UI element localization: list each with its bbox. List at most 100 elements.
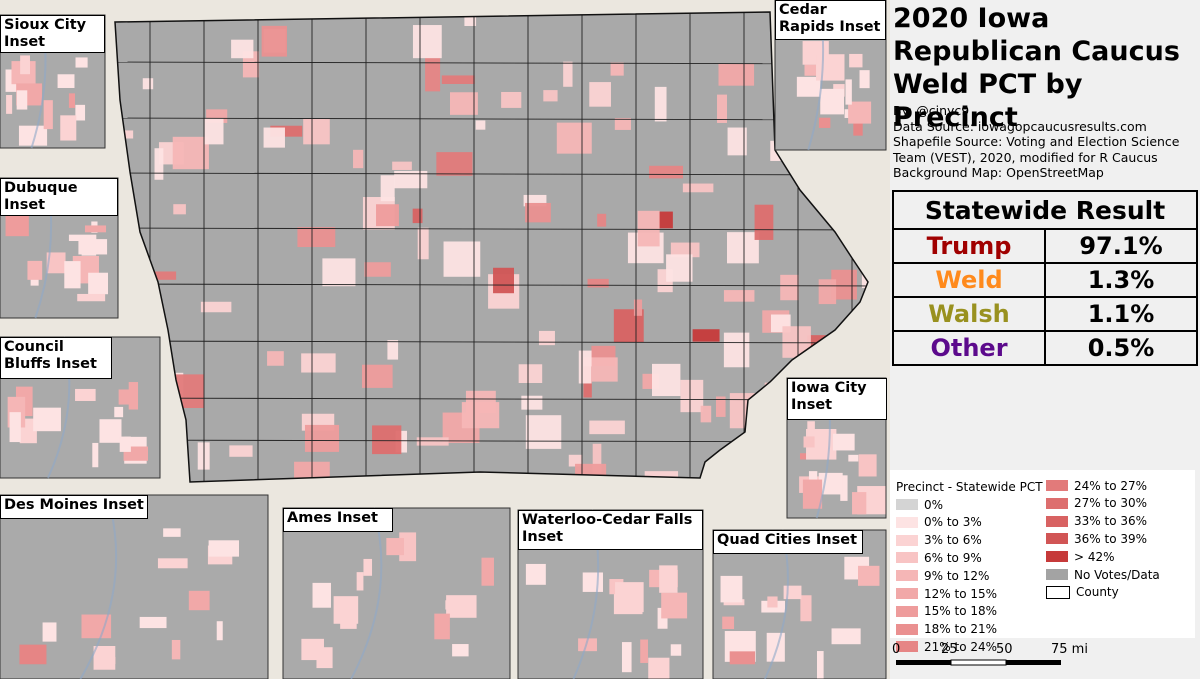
precinct-patch bbox=[589, 82, 611, 107]
inset-label: Cedar Rapids Inset bbox=[775, 0, 886, 40]
precinct-patch bbox=[154, 148, 164, 180]
legend-item: 33% to 36% bbox=[1046, 514, 1147, 529]
scale-segment bbox=[1006, 660, 1061, 665]
legend-swatch bbox=[896, 605, 918, 617]
precinct-patch bbox=[270, 125, 303, 137]
candidate-name: Walsh bbox=[892, 296, 1046, 332]
precinct-patch bbox=[267, 351, 284, 366]
precinct-patch bbox=[578, 350, 592, 384]
legend-label: 33% to 36% bbox=[1074, 514, 1148, 529]
legend-swatch bbox=[896, 570, 918, 582]
precinct-patch bbox=[816, 54, 845, 81]
precinct-patch bbox=[633, 299, 643, 316]
precinct-patch bbox=[119, 436, 131, 452]
state-border bbox=[114, 11, 869, 483]
inset-label: Des Moines Inset bbox=[0, 495, 148, 519]
inset-maps bbox=[0, 0, 887, 679]
scale-label: 75 mi bbox=[1051, 642, 1088, 657]
candidate-pct: 97.1% bbox=[1044, 228, 1198, 264]
scale-label: 0 bbox=[892, 642, 901, 657]
precinct-patch bbox=[434, 613, 450, 640]
legend-label: No Votes/Data bbox=[1074, 567, 1160, 582]
precinct-patch bbox=[670, 242, 700, 258]
precinct-patch bbox=[621, 642, 632, 673]
precinct-patch bbox=[380, 175, 395, 202]
precinct-patch bbox=[6, 94, 13, 114]
precinct-patch bbox=[461, 402, 500, 429]
precinct-patch bbox=[832, 433, 855, 451]
precinct-patch bbox=[68, 234, 97, 242]
precinct-patch bbox=[592, 443, 602, 477]
precinct-patch bbox=[46, 252, 66, 274]
legend-item: 18% to 21% bbox=[896, 622, 997, 637]
precinct-patch bbox=[297, 227, 336, 248]
precinct-patch bbox=[443, 241, 481, 277]
precinct-patch bbox=[718, 63, 755, 86]
legend-item: 15% to 18% bbox=[896, 604, 997, 619]
precinct-patch bbox=[700, 405, 712, 423]
precinct-patch bbox=[661, 592, 688, 619]
precinct-patch bbox=[99, 419, 122, 443]
precinct-patch bbox=[9, 412, 21, 443]
precinct-patch bbox=[140, 271, 177, 280]
precinct-patch bbox=[322, 258, 356, 287]
candidate-name: Weld bbox=[892, 262, 1046, 298]
legend-item: 0% bbox=[896, 497, 943, 512]
precinct-patch bbox=[450, 92, 478, 115]
precinct-patch bbox=[81, 244, 97, 256]
precinct-patch bbox=[767, 596, 778, 608]
precinct-patch bbox=[723, 332, 750, 368]
credit-line: Background Map: OpenStreetMap bbox=[893, 165, 1104, 180]
precinct-patch bbox=[301, 353, 336, 373]
county-line bbox=[115, 61, 868, 65]
legend-swatch bbox=[896, 641, 918, 653]
precinct-patch bbox=[807, 421, 815, 437]
legend-swatch bbox=[896, 499, 918, 510]
legend-label: 9% to 12% bbox=[924, 568, 990, 583]
precinct-patch bbox=[727, 127, 747, 156]
precinct-patch bbox=[658, 211, 673, 229]
precinct-patch bbox=[493, 267, 514, 294]
precinct-patch bbox=[77, 293, 106, 302]
legend-label: 15% to 18% bbox=[924, 604, 998, 619]
candidate-pct: 1.3% bbox=[1044, 262, 1198, 298]
scale-label: 50 bbox=[996, 642, 1013, 657]
results-table: Statewide Result Trump 97.1% Weld 1.3% Walsh 1… bbox=[892, 190, 1198, 366]
precinct-patch bbox=[231, 39, 254, 59]
county-line bbox=[115, 172, 868, 176]
precinct-patch bbox=[172, 136, 209, 170]
precinct-patch bbox=[670, 644, 682, 656]
precinct-patch bbox=[726, 232, 759, 264]
precinct-patch bbox=[93, 645, 116, 670]
legend-label: 12% to 15% bbox=[924, 586, 998, 601]
precinct-patch bbox=[312, 582, 331, 608]
precinct-patch bbox=[43, 100, 53, 130]
inset-label: Quad Cities Inset bbox=[713, 530, 863, 554]
precinct-patch bbox=[692, 329, 720, 342]
legend-swatch bbox=[896, 588, 918, 599]
precinct-patch bbox=[304, 424, 340, 452]
precinct-patch bbox=[852, 492, 867, 515]
credit-line: By: @cinyc9 bbox=[893, 103, 970, 118]
precinct-patch bbox=[817, 651, 824, 679]
precinct-patch bbox=[452, 644, 469, 657]
inset-label: Waterloo-Cedar Falls Inset bbox=[518, 510, 703, 550]
precinct-patch bbox=[372, 425, 402, 455]
precinct-patch bbox=[356, 572, 364, 591]
precinct-patch bbox=[525, 563, 546, 585]
precinct-patch bbox=[412, 208, 423, 224]
precinct-patch bbox=[441, 75, 475, 84]
precinct-patch bbox=[800, 595, 812, 622]
precinct-patch bbox=[92, 442, 99, 468]
precinct-patch bbox=[364, 262, 391, 277]
precinct-patch bbox=[75, 57, 88, 68]
precinct-patch bbox=[392, 161, 412, 170]
precinct-patch bbox=[75, 104, 86, 121]
legend-item: 27% to 30% bbox=[1046, 496, 1147, 511]
precinct-patch bbox=[818, 117, 831, 128]
precinct-patch bbox=[717, 94, 727, 123]
precinct-patch bbox=[57, 74, 75, 88]
legend: Precinct - Statewide PCT 0% 0% to 3% 3% to… bbox=[890, 470, 1195, 654]
